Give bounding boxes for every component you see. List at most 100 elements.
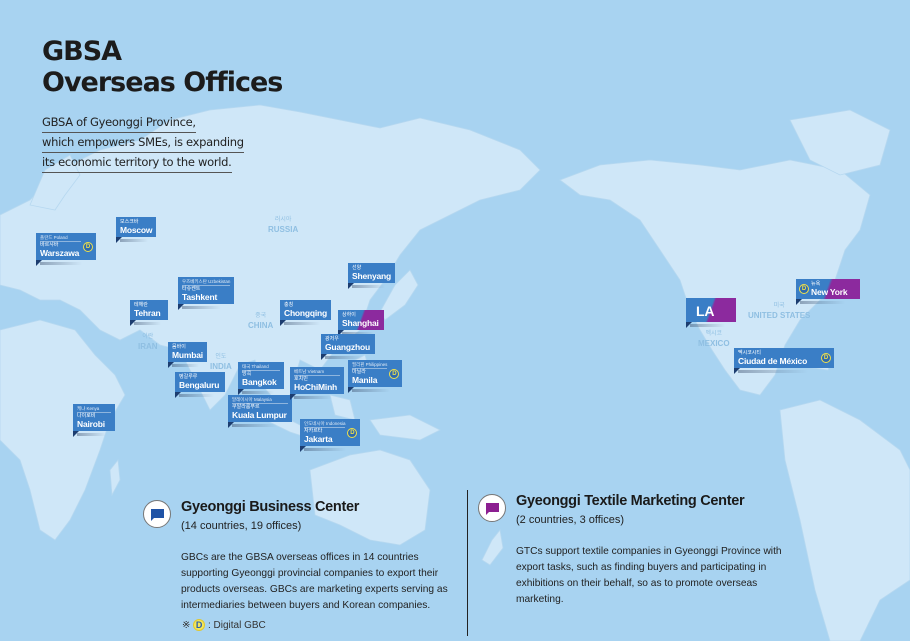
country-label: 이란 IRAN [138, 333, 158, 351]
office-label-chongqing[interactable]: 충칭 Chongqing [280, 300, 332, 326]
office-label-bangkok[interactable]: 태국 Thailand 방콕 Bangkok [238, 362, 284, 395]
office-name-en: Mumbai [172, 350, 203, 360]
label-shadow [352, 285, 385, 288]
note-text: : Digital GBC [207, 620, 266, 631]
office-name-ko: 뉴욕 [811, 281, 821, 287]
land-new-guinea [369, 414, 441, 441]
office-name-en: Kuala Lumpur [232, 410, 287, 420]
land-africa [0, 319, 126, 541]
office-name-en: LA [696, 303, 715, 319]
gbc-count: (14 countries, 19 offices) [181, 520, 302, 532]
country-label: 인도 INDIA [210, 353, 232, 371]
label-pointer [178, 304, 184, 310]
label-pointer [228, 422, 234, 428]
office-country: 말레이시아 Malaysia [232, 397, 288, 404]
speech-bubble-purple-icon [478, 494, 506, 522]
office-name-en: Ciudad de México [738, 356, 808, 366]
office-name-ko: 모스크바 [120, 219, 139, 225]
land-greenland [789, 109, 891, 176]
office-country: 베트남 Vietnam [294, 369, 340, 376]
office-name-ko: 타슈켄트 [182, 286, 201, 292]
label-shadow [304, 448, 347, 451]
office-name-ko: 벵갈루루 [179, 374, 198, 380]
office-label-shanghai[interactable]: 상하이 Shanghai [338, 310, 384, 336]
title-line-1: GBSA [42, 36, 122, 67]
office-name-ko: 선양 [352, 265, 362, 271]
label-pointer [796, 299, 802, 305]
office-name-ko: 나이로비 [77, 413, 96, 419]
office-name-ko: 호치민 [294, 376, 308, 382]
country-name-en: UNITED STATES [748, 311, 811, 320]
office-country: 인도네시아 Indonesia [304, 421, 346, 428]
office-label-ciudad-de-m-xico[interactable]: 멕시코시티 Ciudad de México D [734, 348, 834, 374]
office-name-ko: 테헤란 [134, 302, 148, 308]
office-name-ko: 자카르타 [304, 428, 323, 434]
office-name-en: Nairobi [77, 419, 105, 429]
office-label-hochiminh[interactable]: 베트남 Vietnam 호치민 HoChiMinh [290, 367, 344, 400]
country-label: 미국 UNITED STATES [748, 302, 810, 320]
office-label-tashkent[interactable]: 우즈베키스탄 Uzbekistan 타슈켄트 Tashkent [178, 277, 235, 310]
country-name-en: INDIA [210, 362, 232, 371]
label-pointer [321, 354, 327, 360]
country-name-ko: 이란 [142, 334, 154, 340]
label-pointer [238, 389, 244, 395]
land-new-zealand [481, 529, 504, 566]
title-line-2: Overseas Offices [42, 67, 283, 98]
label-shadow [342, 332, 375, 335]
office-country: 케냐 Kenya [77, 406, 111, 413]
label-shadow [40, 262, 82, 265]
office-label-nairobi[interactable]: 케냐 Kenya 나이로비 Nairobi [73, 404, 115, 437]
office-label-new-york[interactable]: 뉴욕 New York D [796, 279, 860, 305]
label-pointer [73, 431, 79, 437]
label-pointer [290, 394, 296, 400]
speech-bubble-blue-icon [143, 500, 171, 528]
office-name-en: Tashkent [182, 292, 218, 302]
digital-gbc-badge-icon: D [347, 427, 358, 438]
country-name-ko: 중국 [255, 313, 267, 319]
office-name-ko: 상하이 [342, 312, 356, 318]
label-pointer [348, 387, 354, 393]
office-name-en: Guangzhou [325, 342, 370, 352]
country-name-en: IRAN [138, 342, 158, 351]
office-country: 우즈베키스탄 Uzbekistan [182, 279, 231, 286]
label-shadow [690, 324, 725, 327]
office-label-warszawa[interactable]: 폴란드 Poland 바르샤바 Warszawa D [36, 233, 96, 266]
country-name-ko: 인도 [215, 354, 227, 360]
label-shadow [800, 301, 845, 304]
office-name-ko: 멕시코시티 [738, 350, 762, 356]
digital-gbc-badge-icon: D [83, 241, 93, 252]
office-label-mumbai[interactable]: 뭄바이 Mumbai [168, 342, 207, 368]
land-south-america [779, 399, 910, 641]
office-label-manila[interactable]: 필리핀 Philippines 마닐라 Manila D [348, 360, 403, 393]
label-pointer [130, 320, 136, 326]
country-label: 멕시코 MEXICO [698, 330, 730, 348]
label-shadow [179, 394, 214, 397]
office-name-ko: 방콕 [242, 371, 252, 377]
page-title: GBSA Overseas Offices [42, 36, 283, 98]
office-label-jakarta[interactable]: 인도네시아 Indonesia 자카르타 Jakarta D [300, 419, 361, 452]
office-label-kuala-lumpur[interactable]: 말레이시아 Malaysia 쿠알라룸푸르 Kuala Lumpur [228, 395, 292, 428]
land-borneo [329, 394, 356, 421]
office-label-guangzhou[interactable]: 광저우 Guangzhou [321, 334, 375, 360]
country-name-en: RUSSIA [268, 225, 299, 234]
office-label-shenyang[interactable]: 선양 Shenyang [348, 263, 396, 289]
label-shadow [77, 433, 107, 436]
label-pointer [175, 392, 181, 398]
office-name-en: HoChiMinh [294, 382, 338, 392]
office-label-moscow[interactable]: 모스크바 Moscow [116, 217, 157, 243]
label-pointer [116, 237, 122, 243]
office-label-la[interactable]: LA [686, 298, 736, 328]
digital-gbc-badge-icon: D [799, 284, 809, 294]
office-label-bengaluru[interactable]: 벵갈루루 Bengaluru [175, 372, 225, 398]
intro-line: its economic territory to the world. [42, 154, 232, 173]
office-name-en: Moscow [120, 225, 153, 235]
office-name-en: Warszawa [40, 248, 80, 258]
label-shadow [134, 322, 161, 325]
office-label-tehran[interactable]: 테헤란 Tehran [130, 300, 168, 326]
office-name-ko: 바르샤바 [40, 242, 59, 248]
land-madagascar [109, 458, 121, 497]
gbc-title: Gyeonggi Business Center [181, 499, 360, 515]
label-pointer [168, 362, 174, 368]
office-name-ko: 광저우 [325, 336, 339, 342]
label-shadow [284, 322, 320, 325]
